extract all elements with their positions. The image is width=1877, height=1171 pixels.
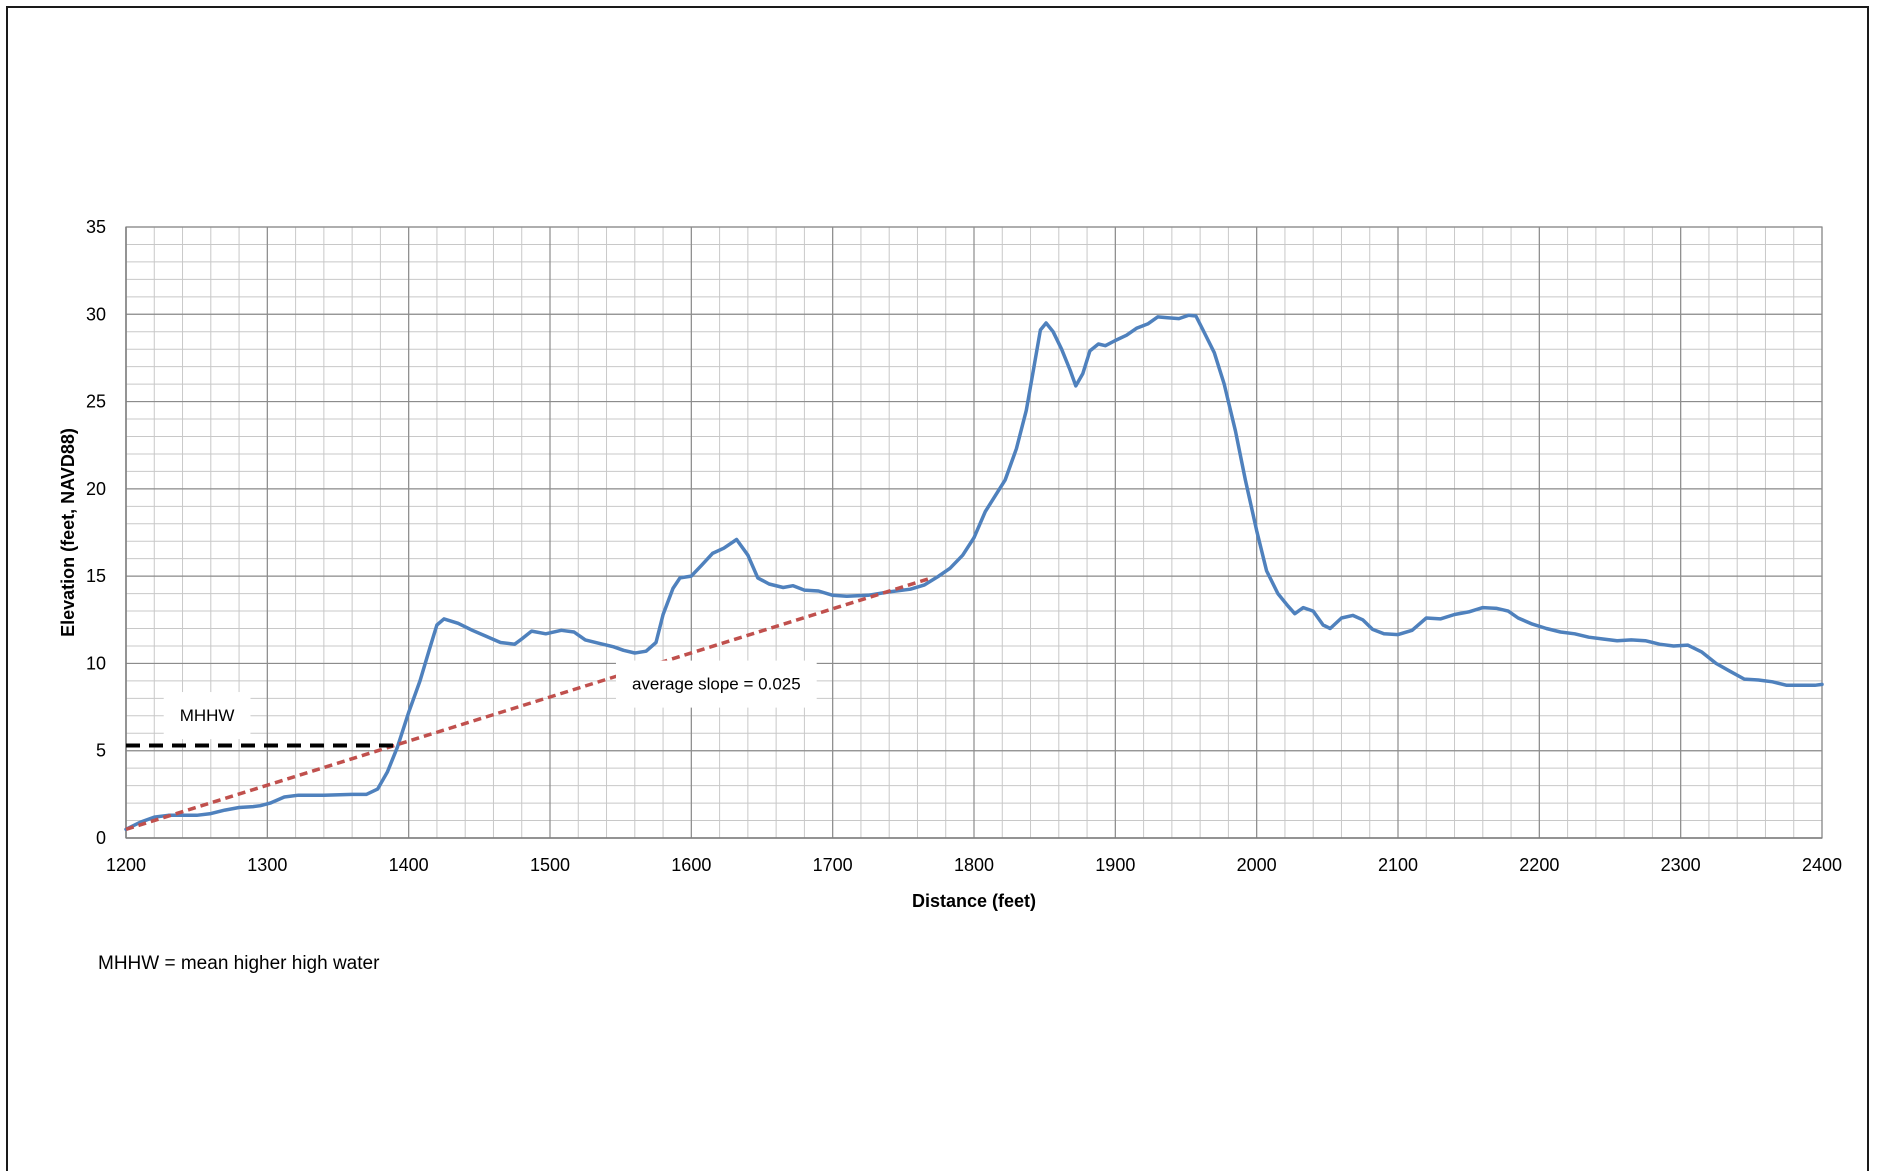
series-line-1 (125, 576, 933, 831)
y-tick-label: 5 (96, 741, 106, 761)
annotation-label: MHHW (180, 706, 235, 725)
x-tick-label: 1600 (671, 855, 711, 875)
x-tick-label: 1900 (1095, 855, 1135, 875)
annotation-box (615, 660, 817, 708)
x-tick-label: 2100 (1378, 855, 1418, 875)
x-tick-label: 1200 (106, 855, 146, 875)
x-tick-label: 1800 (954, 855, 994, 875)
x-tick-label: 2200 (1519, 855, 1559, 875)
footnote: MHHW = mean higher high water (98, 953, 380, 974)
annotation-label: average slope = 0.025 (632, 675, 801, 694)
x-tick-label: 1400 (389, 855, 429, 875)
y-tick-label: 30 (86, 304, 106, 324)
y-tick-label: 35 (86, 217, 106, 237)
major-gridlines (125, 226, 1823, 839)
y-tick-label: 25 (86, 392, 106, 412)
x-tick-label: 2300 (1661, 855, 1701, 875)
annotation-box (163, 692, 251, 740)
x-axis-title: Distance (feet) (912, 891, 1036, 911)
y-axis-title: Elevation (feet, NAVD88) (58, 428, 78, 637)
y-tick-label: 15 (86, 566, 106, 586)
annotation-0: MHHW (163, 692, 251, 740)
y-tick-label: 20 (86, 479, 106, 499)
series-line-0 (124, 313, 1824, 832)
x-tick-label: 1500 (530, 855, 570, 875)
figure-frame (6, 6, 1869, 1171)
y-tick-label: 10 (86, 653, 106, 673)
y-tick-label: 0 (96, 828, 106, 848)
x-tick-label: 1700 (813, 855, 853, 875)
x-tick-label: 1300 (247, 855, 287, 875)
x-tick-label: 2400 (1802, 855, 1842, 875)
series-layer (124, 313, 1824, 832)
tick-label-layer: 1200 1300 1400 1500 1600 1700 1800 1900 2000 2100… (86, 217, 1842, 875)
annotation-1: average slope = 0.025 (615, 660, 817, 708)
x-tick-label: 2000 (1237, 855, 1277, 875)
annotation-layer: MHHW average slope = 0.025 (163, 660, 817, 740)
